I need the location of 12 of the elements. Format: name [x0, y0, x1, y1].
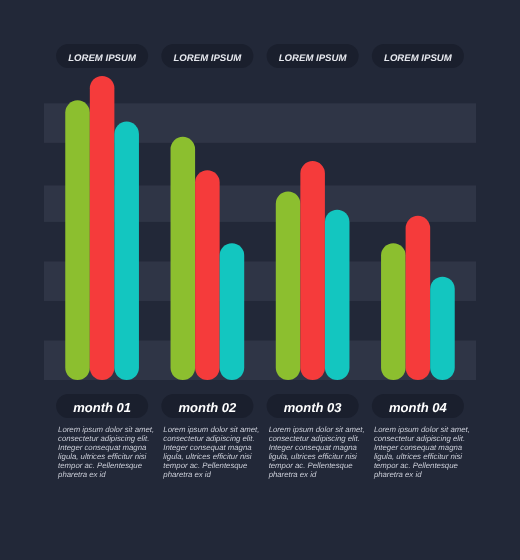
bar	[195, 170, 220, 380]
bar	[89, 76, 115, 380]
bar	[381, 243, 406, 380]
bar	[65, 100, 90, 380]
bar	[300, 161, 325, 380]
bar	[114, 121, 139, 380]
bar	[430, 276, 455, 380]
bar	[219, 243, 245, 380]
bar	[275, 191, 301, 380]
bar	[170, 136, 196, 380]
bar	[324, 209, 350, 380]
bar	[405, 215, 431, 380]
